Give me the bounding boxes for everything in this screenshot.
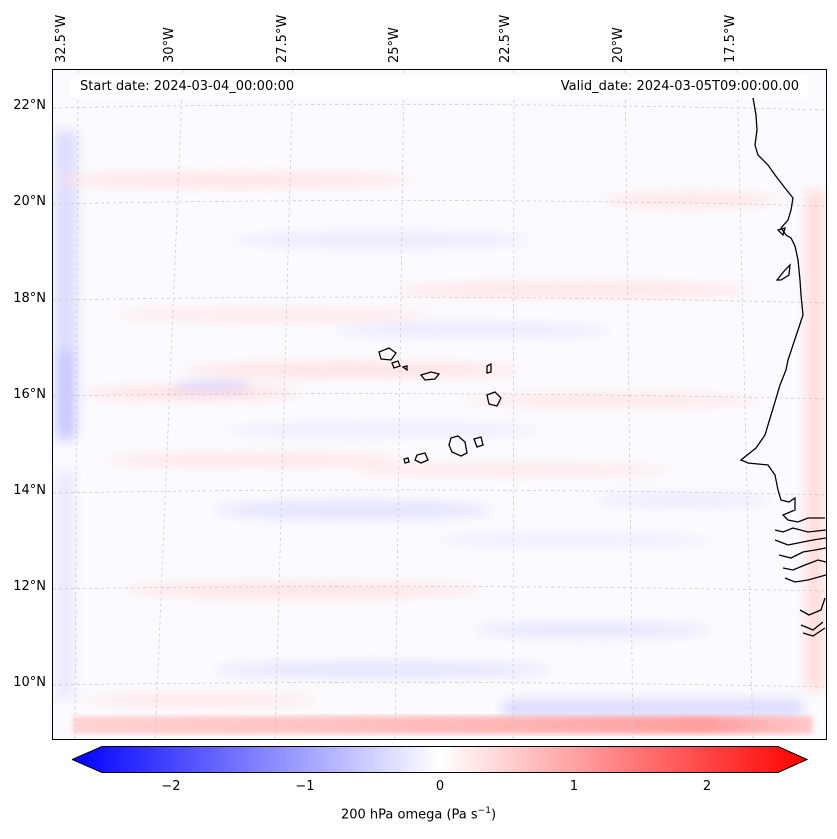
lat-label-20N: 20°N xyxy=(13,194,46,209)
valid-date-label: Valid_date: 2024-03-05T09:00:00.00 xyxy=(560,79,799,94)
lon-label-27.5W: 27.5°W xyxy=(275,14,290,63)
colorbar-label-close: ) xyxy=(490,807,497,823)
omega-field xyxy=(53,70,826,739)
colorbar-tick-0: 0 xyxy=(435,779,445,794)
coastline xyxy=(378,97,826,637)
colorbar-label-exponent: −1 xyxy=(477,806,491,816)
lat-label-22N: 22°N xyxy=(13,98,46,113)
colorbar-label: 200 hPa omega (Pa s−1) xyxy=(0,806,837,822)
colorbar-tick-2: 2 xyxy=(702,779,712,794)
colorbar-label-text: 200 hPa omega (Pa s xyxy=(340,807,478,823)
colorbar-tick-1: 1 xyxy=(569,779,579,794)
lon-label-17.5W: 17.5°W xyxy=(723,14,738,63)
colorbar-gradient xyxy=(72,746,808,773)
omega-map: Start date: 2024-03-04_00:00:00 Valid_da… xyxy=(52,69,827,740)
colorbar-tick-neg2: −2 xyxy=(161,779,181,794)
lat-label-14N: 14°N xyxy=(13,483,46,498)
lon-label-30W: 30°W xyxy=(162,27,177,63)
colorbar-tick-neg1: −1 xyxy=(295,779,315,794)
start-date-label: Start date: 2024-03-04_00:00:00 xyxy=(80,79,295,94)
lon-label-22.5W: 22.5°W xyxy=(498,14,513,63)
lon-label-32.5W: 32.5°W xyxy=(54,14,69,63)
lat-label-18N: 18°N xyxy=(13,291,46,306)
date-info-bar: Start date: 2024-03-04_00:00:00 Valid_da… xyxy=(70,76,809,98)
lat-label-12N: 12°N xyxy=(13,579,46,594)
graticule xyxy=(53,70,826,739)
lon-label-25W: 25°W xyxy=(387,27,402,63)
lat-label-16N: 16°N xyxy=(13,387,46,402)
lat-label-10N: 10°N xyxy=(13,675,46,690)
lon-label-20W: 20°W xyxy=(611,27,626,63)
colorbar xyxy=(72,746,808,773)
